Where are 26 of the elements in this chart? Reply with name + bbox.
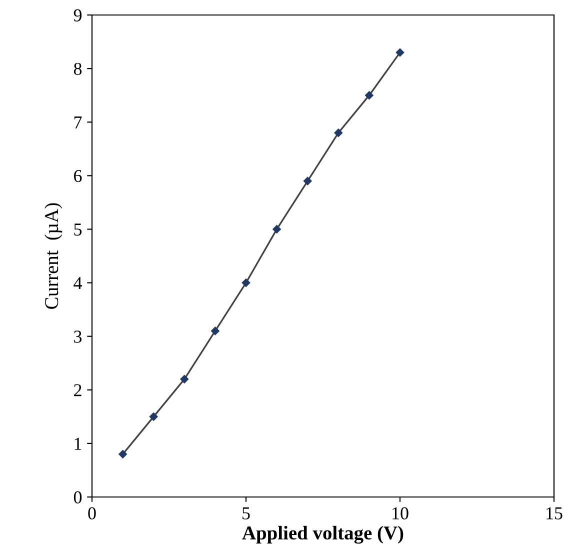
y-tick-label: 2 (74, 384, 82, 396)
point (365, 91, 374, 100)
point (334, 128, 343, 137)
point (118, 450, 127, 458)
point (303, 176, 312, 186)
x-axis-title: Applied voltage (V) (242, 526, 404, 544)
y-tick-label: 5 (74, 224, 82, 236)
y-tick-label: 6 (74, 170, 82, 182)
point (242, 278, 250, 287)
x-tick-label: 15 (546, 507, 562, 520)
point (272, 225, 281, 234)
point (211, 326, 220, 336)
y-tick-label: 4 (74, 277, 82, 290)
y-tick-label: 3 (74, 330, 82, 343)
y-axis-title: Current (µA) (44, 203, 62, 309)
point (180, 375, 189, 384)
y-tick-label: 9 (74, 9, 82, 22)
x-tick-label: 10 (392, 507, 408, 520)
y-tick-label: 8 (74, 62, 82, 75)
x-tick-label: 0 (88, 507, 96, 520)
y-tick-label: 7 (74, 116, 82, 128)
point (149, 412, 158, 421)
y-tick-label: 0 (74, 491, 82, 504)
point (396, 48, 404, 57)
x-tick-label: 5 (242, 507, 250, 520)
y-tick-label: 1 (74, 438, 82, 450)
